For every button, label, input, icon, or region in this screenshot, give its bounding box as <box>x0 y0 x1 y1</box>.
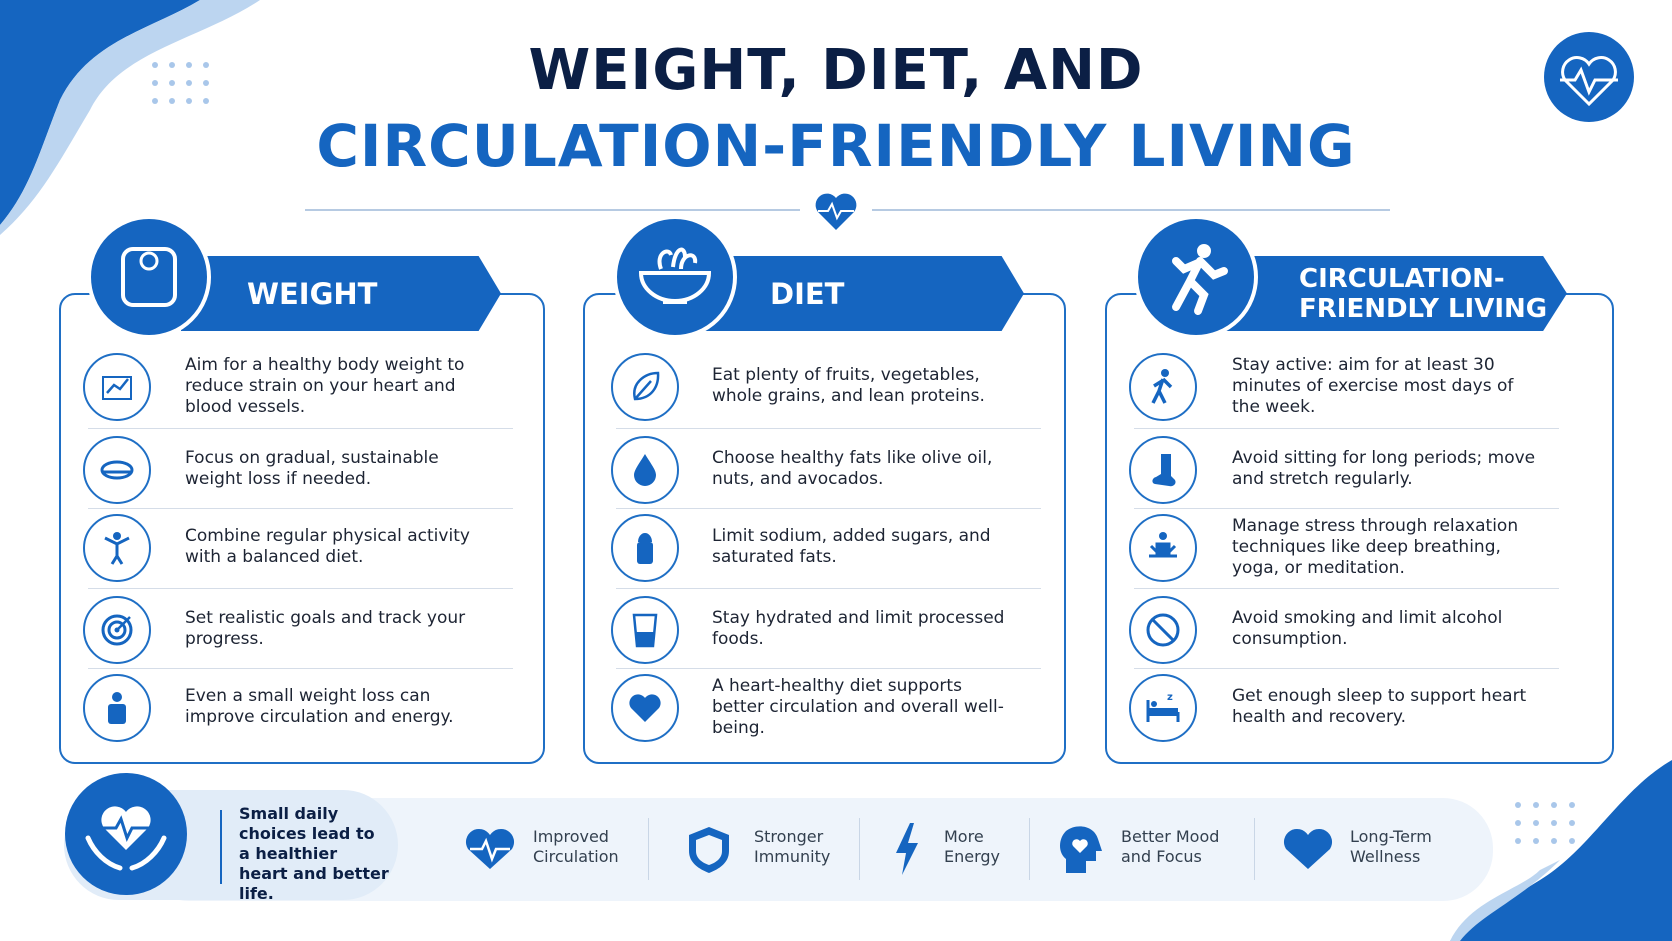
banner <box>704 256 1024 331</box>
item-icon <box>1129 514 1197 582</box>
benefit-text: Long-Term Wellness <box>1350 827 1432 866</box>
tagline: Small daily choices lead to a healthier … <box>239 804 389 903</box>
separator <box>88 588 513 589</box>
benefit-icon-art <box>465 828 515 869</box>
benefit-icon <box>1280 821 1336 877</box>
section-icon-art <box>87 215 211 339</box>
section-icon <box>1134 215 1258 339</box>
benefit-icon-art <box>896 823 918 875</box>
item-icon-art <box>1151 369 1173 404</box>
item-icon-art <box>632 613 658 648</box>
banner <box>1226 256 1567 331</box>
divider <box>220 810 222 884</box>
item-icon-art <box>1152 454 1176 487</box>
separator <box>1134 668 1559 669</box>
benefit-icon-art <box>1283 828 1333 869</box>
item-icon <box>611 436 679 504</box>
title-line: WEIGHT, DIET, AND <box>528 38 1144 103</box>
item-icon <box>611 514 679 582</box>
section-icon <box>613 215 737 339</box>
divider <box>1254 818 1255 880</box>
separator <box>88 668 513 669</box>
benefit-icon <box>1052 821 1108 877</box>
separator <box>1134 427 1559 429</box>
item-text: Manage stress through relaxation techniq… <box>1232 515 1519 578</box>
separator <box>1134 508 1559 509</box>
item-text: Avoid sitting for long periods; move and… <box>1232 448 1536 489</box>
item-icon <box>611 674 679 742</box>
item-text: Limit sodium, added sugars, and saturate… <box>712 526 991 567</box>
benefit-text: Improved Circulation <box>533 827 619 866</box>
item-icon-art <box>108 692 126 724</box>
item-icon <box>611 596 679 664</box>
banner <box>181 256 501 331</box>
item-icon-art <box>104 532 130 565</box>
item-text: Stay hydrated and limit processed foods. <box>712 608 1005 649</box>
item-text: Combine regular physical activity with a… <box>185 526 470 567</box>
item-text: Set realistic goals and track your progr… <box>185 608 466 649</box>
item-text: Eat plenty of fruits, vegetables, whole … <box>712 365 985 406</box>
item-icon-art <box>634 454 656 486</box>
separator <box>88 427 513 429</box>
benefit-icon <box>462 821 518 877</box>
item-text: Get enough sleep to support heart health… <box>1232 686 1527 727</box>
benefit-text: Stronger Immunity <box>754 827 831 866</box>
benefit-icon <box>878 821 934 877</box>
item-icon-art <box>629 694 661 722</box>
item-icon-art <box>637 533 653 564</box>
tagline-icon <box>65 773 187 895</box>
section-icon-art <box>1134 215 1258 339</box>
benefit-text: Better Mood and Focus <box>1121 827 1220 866</box>
benefit-icon-art <box>689 827 729 873</box>
divider <box>1029 818 1030 880</box>
item-icon-art: z <box>1146 692 1180 722</box>
benefit-text: More Energy <box>944 827 1001 866</box>
item-icon <box>83 596 151 664</box>
item-icon <box>83 436 151 504</box>
item-icon <box>1129 436 1197 504</box>
separator <box>616 668 1041 669</box>
separator <box>1134 588 1559 589</box>
item-icon: z <box>1129 674 1197 742</box>
benefit-icon-art <box>1060 826 1102 873</box>
item-icon <box>611 353 679 421</box>
item-text: Stay active: aim for at least 30 minutes… <box>1232 354 1514 417</box>
item-icon-art <box>100 460 134 480</box>
item-text: Focus on gradual, sustainable weight los… <box>185 448 439 489</box>
section-title: WEIGHT <box>247 276 378 311</box>
item-icon <box>1129 353 1197 421</box>
section-icon <box>87 215 211 339</box>
item-text: Choose healthy fats like olive oil, nuts… <box>712 448 993 489</box>
item-icon <box>83 674 151 742</box>
section-title: CIRCULATION-FRIENDLY LIVING <box>1299 263 1548 324</box>
item-text: Aim for a healthy body weight to reduce … <box>185 354 465 417</box>
item-icon-art <box>102 376 132 400</box>
section-title: DIET <box>770 276 845 311</box>
item-icon-art <box>101 614 133 646</box>
divider <box>648 818 649 880</box>
title-line: CIRCULATION-FRIENDLY LIVING <box>316 112 1356 180</box>
item-icon-art <box>1149 532 1177 558</box>
separator <box>88 508 513 509</box>
benefit-icon <box>681 821 737 877</box>
item-text: A heart-healthy diet supports better cir… <box>712 675 1004 738</box>
item-icon-art <box>633 371 660 401</box>
item-icon <box>1129 596 1197 664</box>
divider <box>859 818 860 880</box>
item-icon-art <box>1146 613 1180 647</box>
item-text: Even a small weight loss can improve cir… <box>185 686 454 727</box>
separator <box>616 427 1041 429</box>
section-icon-art <box>613 215 737 339</box>
svg-text:z: z <box>1167 692 1173 703</box>
item-icon <box>83 514 151 582</box>
separator <box>616 588 1041 589</box>
item-icon <box>83 353 151 421</box>
separator <box>616 508 1041 509</box>
item-text: Avoid smoking and limit alcohol consumpt… <box>1232 608 1503 649</box>
